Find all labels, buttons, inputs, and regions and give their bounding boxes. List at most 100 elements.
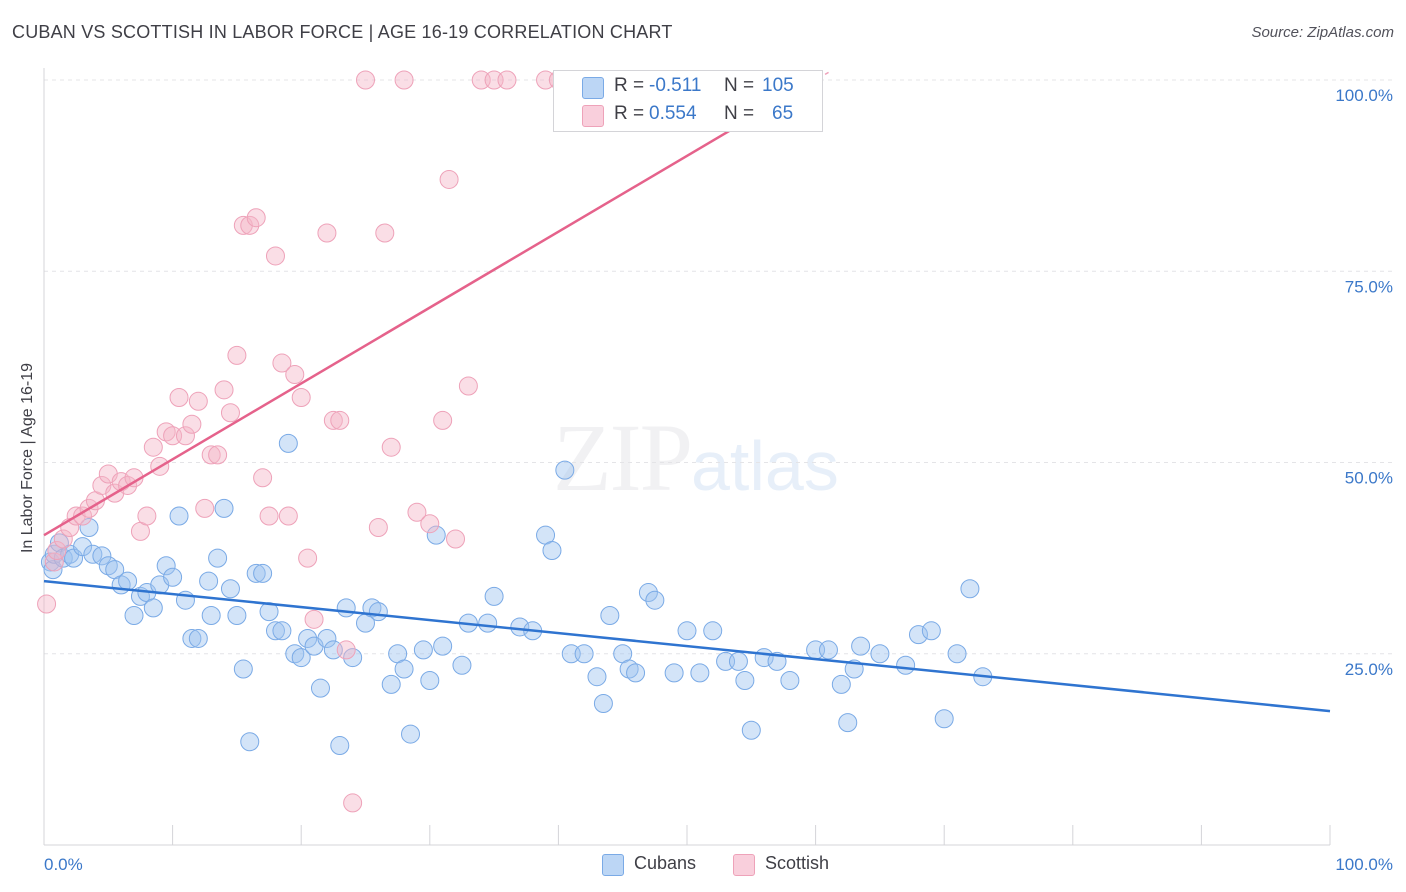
point-cubans	[394, 659, 414, 679]
point-cubans	[246, 563, 266, 583]
legend-n-value: 65	[772, 103, 794, 124]
point-cubans	[368, 602, 388, 622]
point-scottish	[137, 506, 157, 526]
point-scottish	[47, 540, 67, 560]
point-cubans	[542, 540, 562, 560]
y-tick-label: 75.0%	[1345, 277, 1393, 296]
point-cubans	[555, 460, 575, 480]
legend-n-label: N =	[724, 75, 755, 96]
point-scottish	[143, 437, 163, 457]
point-cubans	[645, 590, 665, 610]
point-cubans	[124, 606, 144, 625]
point-cubans	[240, 732, 260, 752]
point-scottish	[420, 514, 440, 534]
point-cubans	[735, 671, 755, 691]
point-cubans	[593, 693, 613, 713]
point-scottish	[208, 445, 228, 465]
point-scottish	[278, 506, 298, 526]
point-cubans	[426, 525, 446, 545]
point-cubans	[156, 556, 176, 576]
point-cubans	[851, 636, 871, 656]
point-cubans	[690, 663, 710, 683]
point-cubans	[79, 518, 99, 538]
point-cubans	[227, 606, 247, 625]
point-scottish	[298, 548, 318, 568]
point-cubans	[73, 537, 93, 557]
point-scottish	[259, 506, 279, 526]
point-scottish	[214, 380, 234, 400]
point-cubans	[143, 598, 163, 618]
point-cubans	[272, 621, 292, 641]
point-cubans	[574, 644, 594, 664]
legend-row-scottish: R = 0.554 N = 65	[554, 101, 822, 129]
point-scottish	[304, 609, 324, 629]
point-cubans	[638, 583, 658, 603]
point-cubans	[677, 621, 697, 641]
point-cubans	[664, 663, 684, 683]
point-cubans	[163, 567, 183, 587]
legend-swatch-scottish	[582, 105, 604, 127]
point-scottish	[407, 502, 427, 522]
point-cubans	[818, 640, 838, 660]
point-scottish	[188, 391, 208, 411]
point-cubans	[838, 713, 858, 733]
watermark: ZIPatlas	[553, 402, 839, 513]
point-scottish	[291, 387, 311, 407]
point-scottish	[272, 353, 292, 373]
point-scottish	[169, 387, 189, 407]
point-scottish	[37, 594, 57, 614]
legend-row-cubans: R = -0.511 N = 105	[554, 73, 822, 101]
point-scottish	[253, 468, 273, 488]
point-cubans	[452, 655, 472, 675]
point-cubans	[934, 709, 954, 729]
watermark-atlas: atlas	[691, 427, 839, 505]
point-cubans	[484, 586, 504, 606]
point-cubans	[741, 720, 761, 740]
bottom-legend-label-cubans: Cubans	[634, 853, 697, 873]
point-scottish	[201, 445, 221, 465]
point-scottish	[240, 215, 260, 235]
point-cubans	[208, 548, 228, 568]
point-scottish	[182, 414, 202, 434]
point-cubans	[960, 579, 980, 599]
point-scottish	[220, 403, 240, 423]
point-cubans	[317, 628, 337, 648]
stats-legend: R = -0.511 N = 105 R = 0.554 N = 65	[553, 70, 823, 132]
point-cubans	[118, 571, 138, 591]
point-scottish	[368, 518, 388, 538]
legend-r-value: 0.554	[649, 103, 697, 124]
point-cubans	[478, 613, 498, 633]
point-cubans	[214, 498, 234, 518]
point-cubans	[896, 655, 916, 675]
point-cubans	[92, 546, 112, 566]
point-cubans	[728, 651, 748, 671]
point-cubans	[201, 606, 221, 625]
point-cubans	[253, 563, 273, 583]
bottom-legend-label-scottish: Scottish	[765, 853, 830, 873]
point-cubans	[947, 644, 967, 664]
point-scottish	[394, 70, 414, 90]
point-cubans	[188, 628, 208, 648]
point-cubans	[265, 621, 285, 641]
point-cubans	[199, 571, 219, 591]
point-cubans	[921, 621, 941, 641]
point-cubans	[420, 671, 440, 691]
point-scottish	[195, 498, 215, 518]
x-tick-label: 0.0%	[44, 855, 83, 874]
x-tick-label: 100.0%	[1335, 855, 1393, 874]
point-scottish	[330, 410, 350, 430]
legend-swatch-cubans	[582, 77, 604, 99]
point-cubans	[381, 674, 401, 694]
point-scottish	[246, 208, 266, 228]
point-cubans	[626, 663, 646, 683]
point-scottish	[317, 223, 337, 243]
point-scottish	[323, 410, 343, 430]
trendline-scottish	[43, 78, 817, 537]
point-cubans	[587, 667, 607, 687]
point-scottish	[44, 552, 64, 572]
point-cubans	[278, 433, 298, 453]
legend-r-label: R =	[614, 103, 645, 124]
point-cubans	[870, 644, 890, 664]
bottom-legend-swatch-cubans	[602, 854, 624, 876]
